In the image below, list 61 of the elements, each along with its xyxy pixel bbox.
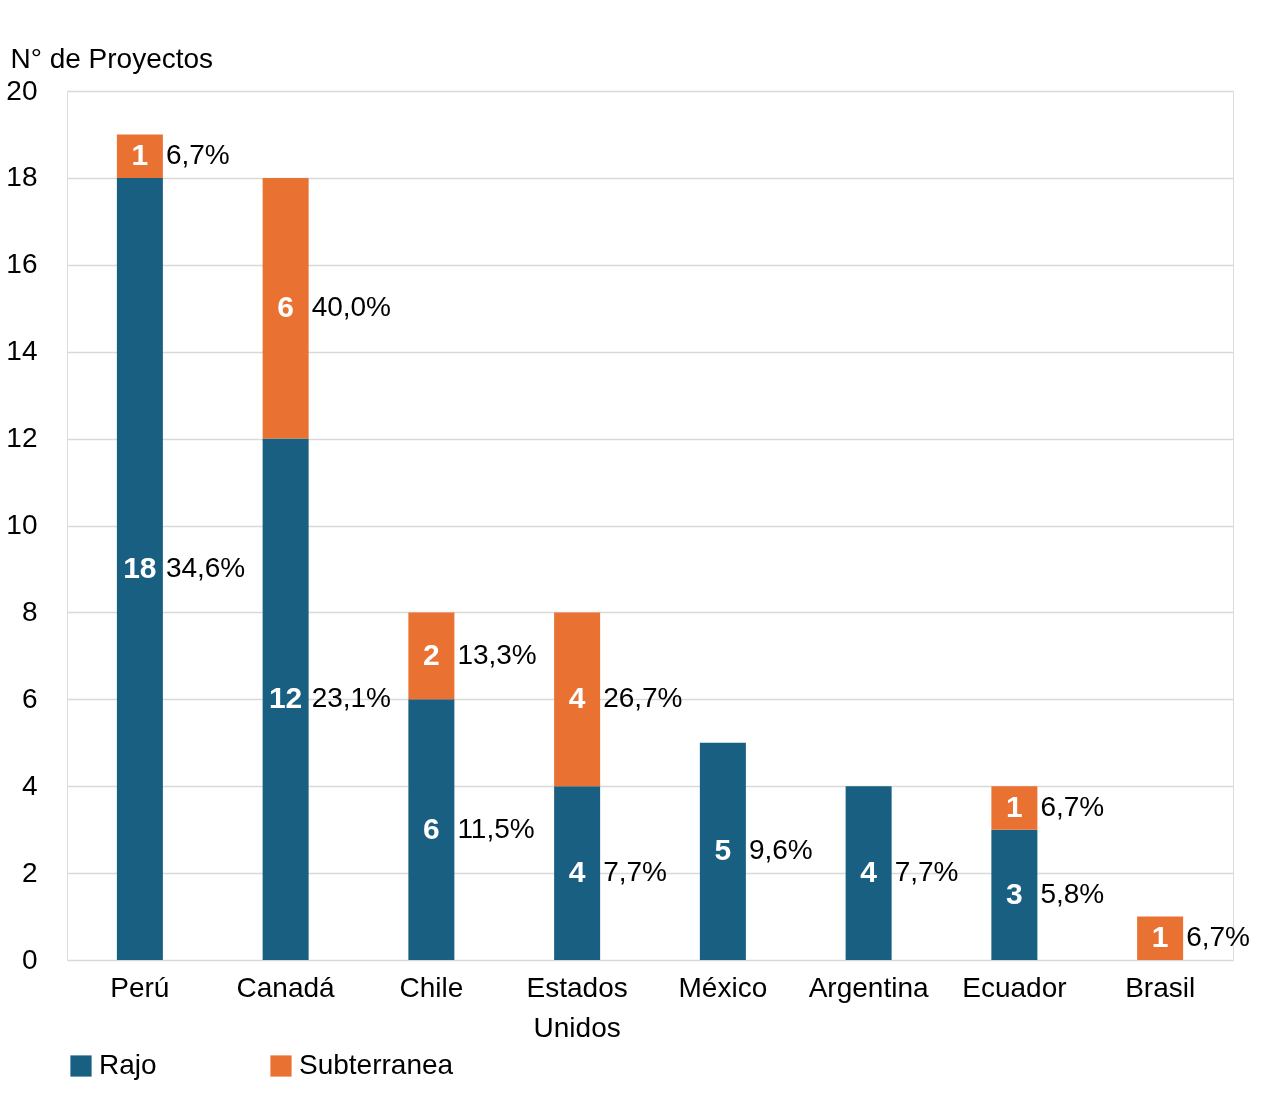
y-tick-label: 0 <box>21 943 38 975</box>
legend-label: Rajo <box>99 1049 157 1080</box>
annotation: 11,5% <box>457 812 535 844</box>
y-tick-label: 18 <box>6 161 38 193</box>
bar <box>991 829 1038 960</box>
annotation: 40,0% <box>311 291 392 323</box>
x-tick-label: México <box>678 971 768 1003</box>
y-tick-label: 14 <box>6 335 38 367</box>
data-label: 4 <box>568 855 586 889</box>
data-label: 3 <box>1006 876 1023 910</box>
data-label: 1 <box>131 138 149 172</box>
data-label: 6 <box>423 811 440 845</box>
bar <box>699 742 746 960</box>
x-tick-label: Canadá <box>236 971 336 1003</box>
x-tick-label: Argentina <box>808 971 929 1003</box>
y-tick-label: 20 <box>6 74 38 106</box>
bar <box>408 612 455 700</box>
y-tick-label: 16 <box>6 248 38 280</box>
x-tick-label: Perú <box>110 971 170 1003</box>
annotation: 6,7% <box>165 139 230 171</box>
annotation: 9,6% <box>748 834 813 866</box>
bar <box>554 786 601 960</box>
annotation: 7,7% <box>894 856 959 888</box>
annotation: 13,3% <box>457 638 537 670</box>
data-label: 1 <box>1151 920 1169 954</box>
data-label: 18 <box>123 550 157 584</box>
bar <box>116 134 163 178</box>
data-label: 12 <box>268 681 303 715</box>
bar <box>554 612 601 787</box>
y-axis-title: N° de Proyectos <box>10 42 214 74</box>
x-tick-label: Brasil <box>1125 971 1196 1003</box>
bar <box>408 699 455 960</box>
bar <box>845 786 892 960</box>
x-tick-label: Ecuador <box>962 971 1067 1003</box>
y-tick-label: 10 <box>6 509 38 540</box>
annotation: 6,7% <box>1040 790 1105 822</box>
bar <box>991 786 1038 830</box>
y-tick-label: 6 <box>21 682 38 714</box>
annotation: 26,7% <box>603 682 683 714</box>
data-label: 5 <box>714 833 732 867</box>
bar <box>116 177 163 960</box>
data-label: 1 <box>1006 789 1023 823</box>
y-tick-label: 8 <box>21 595 38 627</box>
bar <box>262 438 309 960</box>
annotation: 7,7% <box>603 856 667 888</box>
annotation: 23,1% <box>311 682 392 714</box>
annotation: 5,8% <box>1040 877 1105 909</box>
y-tick-label: 4 <box>21 769 38 801</box>
x-tick-label: Chile <box>399 971 464 1003</box>
annotation: 34,6% <box>165 551 246 583</box>
data-label: 2 <box>423 637 440 671</box>
data-label: 4 <box>568 681 586 715</box>
y-tick-label: 12 <box>6 422 38 454</box>
legend-label: Subterranea <box>299 1049 454 1080</box>
data-label: 6 <box>277 290 294 324</box>
y-tick-label: 2 <box>21 856 38 888</box>
x-tick-label: Estados Unidos <box>526 971 628 1043</box>
bar <box>262 177 309 439</box>
annotation: 6,7% <box>1186 921 1250 953</box>
bar <box>1137 916 1184 960</box>
data-label: 4 <box>860 855 878 889</box>
